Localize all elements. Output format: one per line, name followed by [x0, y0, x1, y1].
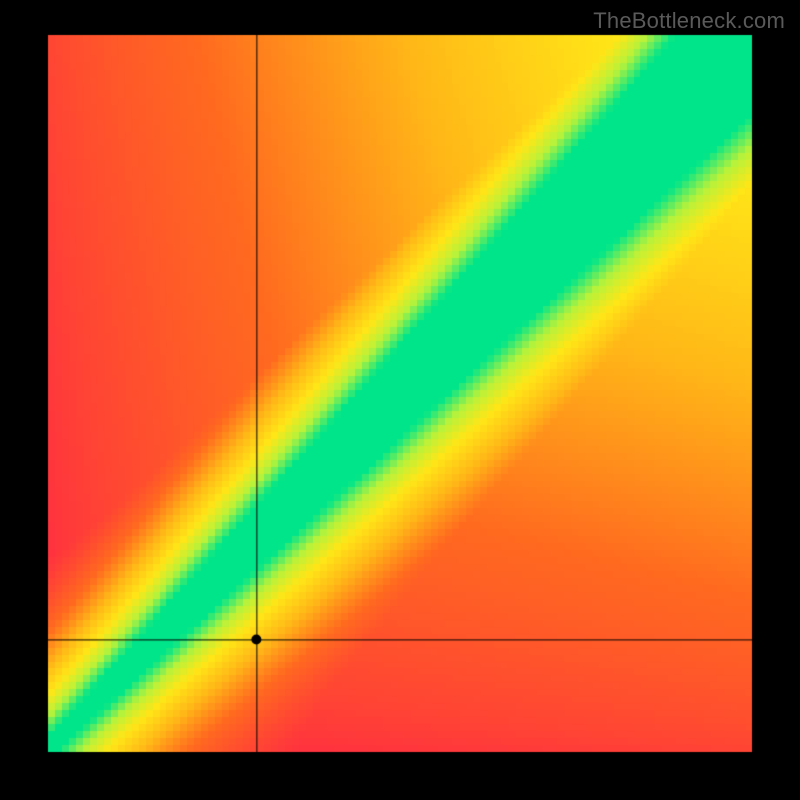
bottleneck-heatmap — [0, 0, 800, 800]
watermark-text: TheBottleneck.com — [593, 8, 785, 34]
